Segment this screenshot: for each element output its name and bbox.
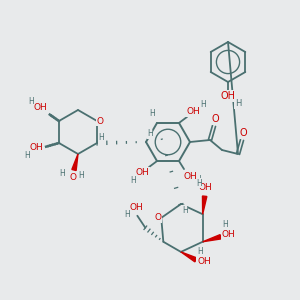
- Text: H: H: [200, 100, 206, 109]
- Text: H: H: [78, 170, 84, 179]
- Text: OH: OH: [197, 257, 211, 266]
- Text: H: H: [182, 206, 188, 214]
- Text: OH: OH: [135, 168, 149, 177]
- Text: OH: OH: [199, 183, 212, 192]
- Text: H: H: [24, 151, 30, 160]
- Text: H: H: [195, 175, 200, 184]
- Polygon shape: [181, 252, 197, 262]
- Text: H: H: [98, 133, 104, 142]
- Text: OH: OH: [222, 230, 236, 239]
- Polygon shape: [72, 154, 78, 170]
- Polygon shape: [202, 196, 207, 214]
- Text: OH: OH: [186, 107, 200, 116]
- Text: H: H: [147, 130, 153, 139]
- Polygon shape: [203, 235, 221, 242]
- Text: H: H: [235, 100, 241, 109]
- Text: H: H: [222, 220, 227, 229]
- Text: H: H: [130, 176, 136, 184]
- Text: H: H: [59, 169, 65, 178]
- Text: O: O: [211, 114, 219, 124]
- Text: H: H: [124, 210, 130, 219]
- Text: OH: OH: [29, 142, 43, 152]
- Text: OH: OH: [130, 203, 143, 212]
- Text: O: O: [155, 213, 162, 222]
- Text: H: H: [149, 110, 155, 118]
- Text: O: O: [97, 116, 104, 125]
- Text: OH: OH: [220, 91, 236, 101]
- Text: H: H: [197, 248, 203, 256]
- Text: O: O: [239, 128, 247, 138]
- Text: OH: OH: [183, 172, 197, 181]
- Text: H: H: [196, 178, 202, 188]
- Text: H: H: [28, 97, 34, 106]
- Text: O: O: [70, 173, 76, 182]
- Text: OH: OH: [33, 103, 47, 112]
